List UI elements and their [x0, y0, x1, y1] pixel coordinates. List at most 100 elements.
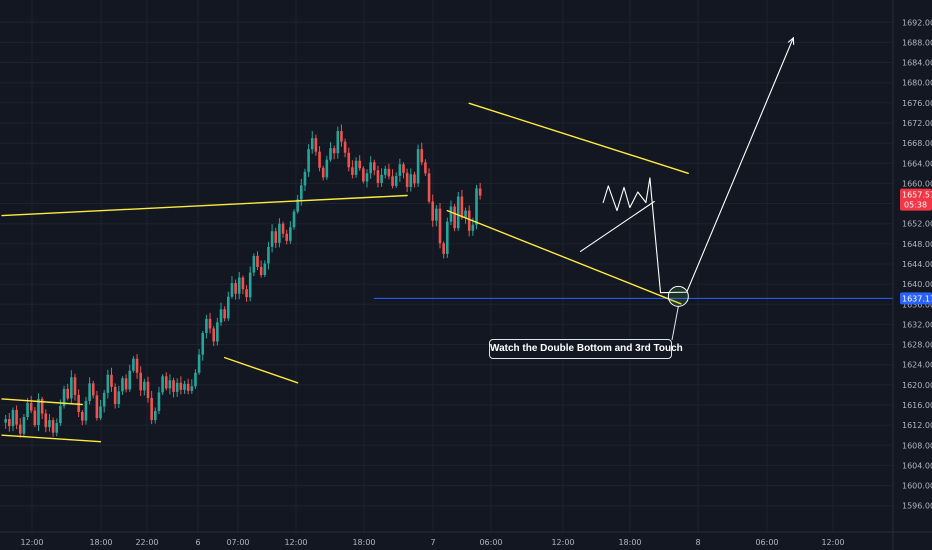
candle-body — [471, 224, 475, 231]
candle-body — [274, 231, 278, 243]
trendline — [223, 356, 299, 384]
candle-body — [29, 402, 33, 411]
annotation-label: Watch the Double Bottom and 3rd Touch — [489, 339, 683, 359]
candle-body — [106, 374, 110, 393]
candle-body — [4, 419, 7, 423]
candle-body — [216, 322, 219, 342]
y-tick-label: 1596.000 — [902, 502, 932, 511]
candle-body — [154, 411, 157, 421]
level-price-value: 1637.172 — [902, 294, 932, 303]
candle-body — [394, 175, 398, 186]
candle-body — [55, 423, 59, 433]
candle-body — [117, 391, 121, 404]
candle-body — [270, 231, 274, 247]
y-tick-label: 1600.000 — [902, 482, 932, 491]
projection-path — [579, 200, 655, 252]
candle-body — [62, 388, 66, 406]
y-tick-label: 1672.000 — [902, 119, 932, 128]
x-tick-label: 6 — [195, 538, 200, 547]
candle-body — [292, 211, 296, 228]
candle-body — [413, 174, 416, 184]
candle-body — [124, 378, 128, 390]
y-tick-label: 1676.000 — [902, 99, 932, 108]
level-price-badge-bg — [900, 292, 932, 305]
y-tick-label: 1692.000 — [902, 18, 932, 27]
candle-body — [263, 263, 267, 276]
y-tick-label: 1624.000 — [902, 361, 932, 370]
current-price-badge-bg — [900, 188, 932, 211]
x-tick-label: 18:00 — [618, 538, 641, 547]
candle-body — [351, 167, 354, 175]
candle-body — [435, 208, 438, 221]
candle-body — [321, 167, 325, 178]
y-tick-label: 1668.000 — [902, 139, 932, 148]
y-tick-label: 1688.000 — [902, 38, 932, 47]
candle-body — [252, 255, 256, 273]
candle-body — [201, 332, 205, 355]
candle-body — [285, 233, 288, 241]
candle-body — [77, 394, 80, 413]
candle-body — [70, 377, 73, 399]
y-tick-label: 1640.000 — [902, 280, 932, 289]
candle-countdown: 05:38 — [904, 201, 927, 210]
candle-body — [427, 173, 431, 202]
candle-body — [336, 131, 340, 154]
candle-body — [219, 309, 223, 323]
candle-body — [237, 277, 241, 294]
x-tick-label: 12:00 — [551, 538, 574, 547]
x-tick-label: 06:00 — [479, 538, 502, 547]
candle-body — [416, 149, 420, 184]
candle-body — [365, 173, 369, 182]
x-tick-label: 7 — [430, 538, 435, 547]
candle-body — [121, 378, 124, 392]
candle-body — [84, 400, 88, 421]
candle-body — [259, 267, 263, 276]
price-axis: 1692.000 1688.000 1684.000 1680.000 1676.000… — [892, 0, 932, 550]
touch-circle — [667, 285, 689, 307]
candle-body — [223, 309, 226, 319]
candle-body — [449, 206, 453, 222]
candle-body — [150, 397, 153, 421]
candle-body — [40, 398, 44, 414]
candle-body — [26, 402, 29, 418]
candle-body — [380, 174, 383, 183]
y-tick-label: 1604.000 — [902, 461, 932, 470]
candle-body — [478, 188, 482, 196]
y-tick-label: 1628.000 — [902, 341, 932, 350]
candle-body — [183, 383, 186, 390]
candle-body — [373, 162, 376, 171]
candle-body — [245, 289, 248, 298]
y-tick-label: 1660.000 — [902, 179, 932, 188]
candle-body — [256, 255, 259, 268]
x-tick-label: 18:00 — [89, 538, 112, 547]
y-tick-label: 1648.000 — [902, 240, 932, 249]
candle-body — [267, 246, 270, 264]
candle-body — [205, 318, 208, 333]
candle-body — [409, 174, 413, 187]
candle-body — [172, 380, 175, 392]
candle-body — [234, 283, 237, 294]
candle-body — [325, 159, 329, 178]
candle-body — [402, 164, 405, 173]
candle-body — [44, 413, 48, 428]
candle-body — [168, 380, 172, 389]
candle-body — [300, 185, 303, 200]
candle-body — [164, 376, 168, 389]
y-tick-label: 1636.000 — [902, 300, 932, 309]
y-tick-label: 1632.000 — [902, 320, 932, 329]
candle-body — [347, 152, 351, 168]
candle-body — [95, 395, 99, 419]
candle-body — [8, 419, 11, 427]
candle-body — [99, 406, 102, 419]
candle-body — [431, 201, 434, 221]
candle-body — [446, 221, 449, 254]
candle-body — [230, 283, 234, 297]
candle-body — [296, 199, 299, 212]
y-tick-label: 1612.000 — [902, 421, 932, 430]
x-tick-label: 22:00 — [135, 538, 158, 547]
candle-body — [73, 377, 77, 395]
candle-body — [143, 381, 146, 391]
candle-body — [139, 372, 142, 391]
